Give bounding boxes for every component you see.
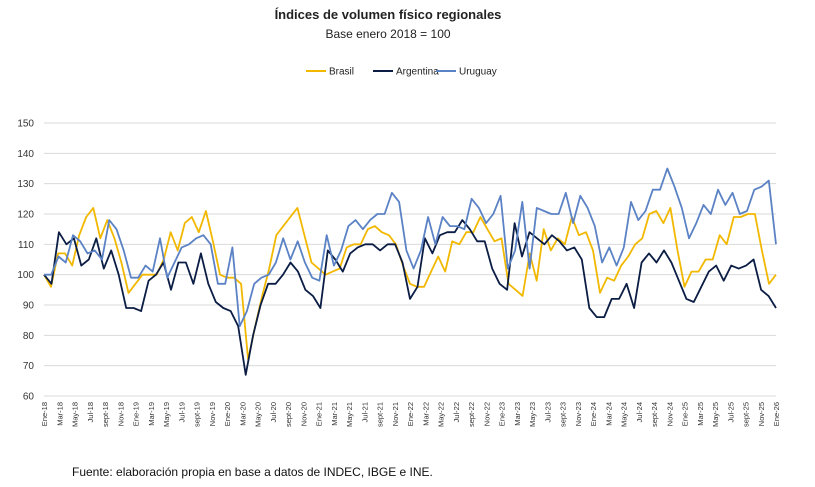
x-tick-label: Ene-25 bbox=[681, 402, 690, 426]
legend: Brasil Argentina Uruguay bbox=[306, 67, 497, 78]
x-tick-label: Jul-20 bbox=[269, 402, 278, 422]
grid bbox=[44, 122, 776, 397]
x-axis: Ene-18 Mar-18 May-18 Jul-18 sept-18 Nov-18 Ene… bbox=[40, 402, 781, 427]
x-tick-label: Nov-25 bbox=[757, 402, 766, 426]
y-tick-label-90: 90 bbox=[23, 301, 35, 312]
legend-label-brasil: Brasil bbox=[329, 67, 354, 78]
x-tick-label: May-19 bbox=[162, 402, 171, 427]
x-tick-label: May-21 bbox=[345, 402, 354, 427]
x-tick-label: May-23 bbox=[528, 402, 537, 427]
x-tick-label: May-20 bbox=[254, 402, 263, 427]
y-tick-label-70: 70 bbox=[23, 361, 35, 372]
x-tick-label: May-22 bbox=[437, 402, 446, 427]
x-tick-label: sept-21 bbox=[376, 402, 385, 427]
x-tick-label: sept-20 bbox=[284, 402, 293, 427]
x-tick-label: Jul-24 bbox=[635, 402, 644, 422]
x-tick-label: Jul-21 bbox=[360, 402, 369, 422]
x-tick-label: sept-25 bbox=[742, 402, 751, 427]
y-tick-label-130: 130 bbox=[17, 179, 34, 190]
x-tick-label: Mar-18 bbox=[55, 402, 64, 426]
x-tick-label: Mar-21 bbox=[330, 402, 339, 426]
x-tick-label: Mar-23 bbox=[513, 402, 522, 426]
x-tick-label: Nov-23 bbox=[574, 402, 583, 426]
y-axis: 60 70 80 90 100 110 120 130 140 150 bbox=[17, 119, 34, 403]
x-tick-label: Ene-22 bbox=[406, 402, 415, 426]
x-tick-label: sept-23 bbox=[559, 402, 568, 427]
x-tick-label: May-24 bbox=[620, 402, 629, 427]
x-tick-label: Jul-19 bbox=[177, 402, 186, 422]
y-tick-label-150: 150 bbox=[17, 119, 34, 130]
x-tick-label: Ene-19 bbox=[132, 402, 141, 426]
x-tick-label: Ene-18 bbox=[40, 402, 49, 426]
chart-subtitle: Base enero 2018 = 100 bbox=[325, 27, 450, 41]
y-tick-label-110: 110 bbox=[18, 240, 34, 251]
x-tick-label: Mar-24 bbox=[604, 402, 613, 426]
y-tick-label-100: 100 bbox=[17, 270, 34, 281]
legend-label-uruguay: Uruguay bbox=[459, 67, 497, 78]
series-line-argentina bbox=[43, 219, 777, 376]
x-tick-label: Nov-20 bbox=[299, 402, 308, 426]
x-tick-label: May-18 bbox=[71, 402, 80, 427]
series-line-brasil bbox=[43, 206, 777, 361]
series-lines bbox=[43, 167, 777, 376]
x-tick-label: Mar-19 bbox=[147, 402, 156, 426]
x-tick-label: Nov-18 bbox=[116, 402, 125, 426]
x-tick-label: Ene-20 bbox=[223, 402, 232, 426]
x-tick-label: sept-19 bbox=[193, 402, 202, 427]
series-line-uruguay bbox=[44, 167, 777, 328]
x-tick-label: May-25 bbox=[711, 402, 720, 427]
x-tick-label: sept-24 bbox=[650, 402, 659, 427]
x-tick-label: Mar-22 bbox=[421, 402, 430, 426]
x-tick-label: Ene-26 bbox=[772, 402, 781, 426]
source-note: Fuente: elaboración propia en base a dat… bbox=[72, 465, 433, 479]
x-tick-label: Mar-25 bbox=[696, 402, 705, 426]
y-tick-label-120: 120 bbox=[17, 210, 34, 221]
x-tick-label: Jul-25 bbox=[726, 402, 735, 422]
y-tick-label-80: 80 bbox=[23, 331, 35, 342]
chart-title: Índices de volumen físico regionales bbox=[275, 7, 502, 22]
y-tick-label-60: 60 bbox=[23, 392, 35, 403]
x-tick-label: Ene-21 bbox=[315, 402, 324, 426]
x-tick-label: Ene-23 bbox=[498, 402, 507, 426]
x-tick-label: Ene-24 bbox=[589, 402, 598, 426]
x-tick-label: Jul-22 bbox=[452, 402, 461, 422]
x-tick-label: Nov-21 bbox=[391, 402, 400, 426]
legend-label-argentina: Argentina bbox=[396, 67, 439, 78]
y-tick-label-140: 140 bbox=[17, 149, 34, 160]
x-tick-label: Nov-19 bbox=[208, 402, 217, 426]
x-tick-label: Jul-18 bbox=[86, 402, 95, 422]
x-tick-label: Nov-24 bbox=[665, 402, 674, 426]
x-tick-label: Jul-23 bbox=[543, 402, 552, 422]
x-tick-label: Mar-20 bbox=[238, 402, 247, 426]
x-tick-label: Nov-22 bbox=[482, 402, 491, 426]
x-tick-label: sept-22 bbox=[467, 402, 476, 427]
x-tick-label: sept-18 bbox=[101, 402, 110, 427]
